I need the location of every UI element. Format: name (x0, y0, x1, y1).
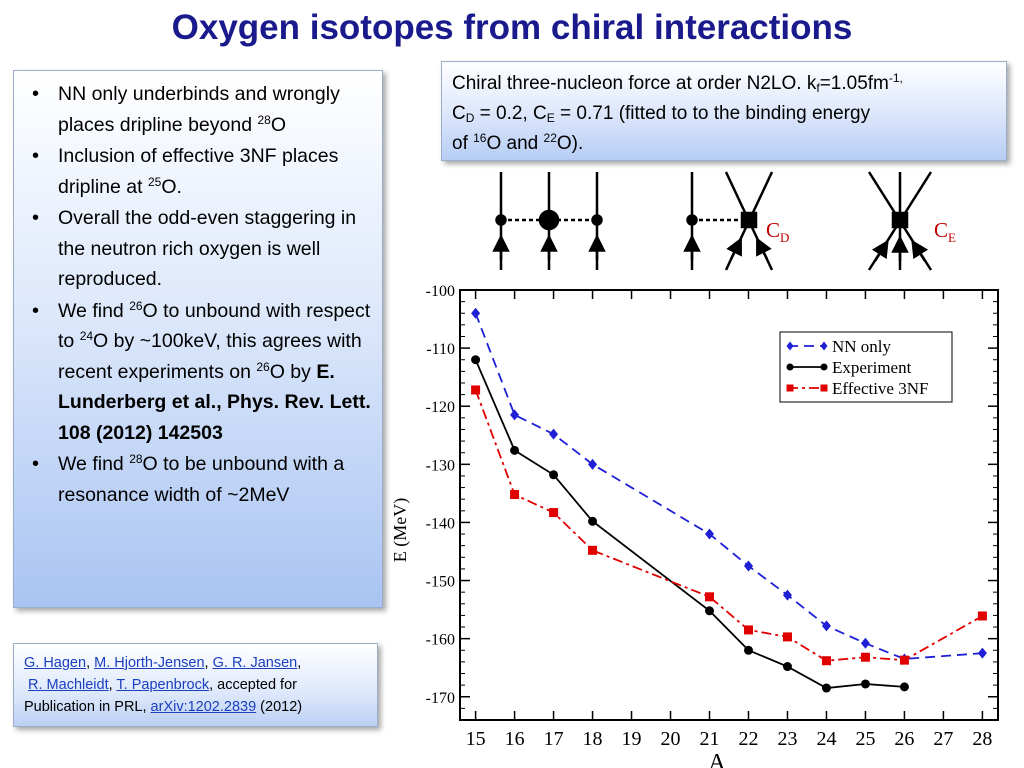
series-line-experiment (474, 359, 905, 689)
x-tick-label: 17 (544, 728, 564, 750)
x-tick-label: 21 (700, 728, 720, 750)
data-point-experiment (588, 516, 598, 526)
y-tick-label: -110 (426, 341, 455, 358)
data-point-nn-only (705, 528, 715, 540)
y-tick-label: -150 (426, 574, 455, 591)
legend-marker-nn-only (786, 341, 794, 351)
data-point-nn-only (743, 560, 753, 572)
data-point-experiment (899, 682, 909, 692)
data-point-effective-3nf (860, 652, 870, 662)
author-link-hagen[interactable]: G. Hagen (24, 655, 87, 671)
data-point-nn-only (471, 307, 481, 319)
x-tick-label: 24 (816, 728, 836, 750)
legend-marker-experiment (820, 363, 828, 371)
y-tick-label: -130 (426, 457, 455, 474)
diagram-ce (867, 171, 933, 271)
bullet-o26-unbound: We find 26O to unbound with respect to 2… (32, 296, 372, 449)
data-point-experiment (510, 445, 520, 455)
data-point-nn-only (821, 620, 831, 632)
data-point-effective-3nf (471, 385, 481, 395)
data-point-nn-only (588, 458, 598, 470)
data-point-effective-3nf (782, 632, 792, 642)
x-tick-label: 16 (505, 728, 525, 750)
x-tick-label: 18 (583, 728, 603, 750)
diagram-two-pion-exchange (492, 172, 606, 270)
data-point-effective-3nf (977, 611, 987, 621)
diagram-cd (683, 171, 774, 271)
data-point-experiment (821, 683, 831, 693)
y-tick-label: -100 (426, 283, 455, 300)
data-point-experiment (471, 355, 481, 365)
data-point-effective-3nf (743, 625, 753, 635)
page-title: Oxygen isotopes from chiral interactions (171, 8, 853, 47)
x-tick-label: 15 (466, 728, 486, 750)
legend-marker-effective-3nf (786, 384, 794, 392)
summary-bullets: NN only underbinds and wrongly places dr… (13, 70, 383, 608)
x-tick-label: 23 (777, 728, 797, 750)
y-tick-label: -140 (426, 515, 455, 532)
legend-label-nn-only: NN only (832, 337, 892, 356)
data-point-nn-only (510, 409, 520, 421)
legend-marker-effective-3nf (820, 384, 828, 392)
data-point-effective-3nf (549, 508, 559, 518)
data-point-nn-only (782, 589, 792, 601)
data-point-experiment (743, 645, 753, 655)
arxiv-link[interactable]: arXiv:1202.2839 (150, 699, 257, 715)
data-point-effective-3nf (705, 592, 715, 602)
x-tick-label: 19 (622, 728, 642, 750)
x-axis-label: A (708, 750, 726, 768)
author-link-machleidt[interactable]: R. Machleidt (28, 677, 109, 693)
x-tick-label: 28 (972, 728, 992, 750)
x-tick-label: 27 (933, 728, 953, 750)
bullet-list: NN only underbinds and wrongly places dr… (24, 79, 372, 510)
data-point-effective-3nf (899, 655, 909, 665)
x-tick-label: 26 (894, 728, 914, 750)
data-point-nn-only (549, 428, 559, 440)
reference-box: G. Hagen, M. Hjorth-Jensen, G. R. Jansen… (13, 643, 378, 727)
ce-label: CE (934, 218, 956, 246)
x-tick-label: 25 (855, 728, 875, 750)
data-point-experiment (860, 679, 870, 689)
data-point-effective-3nf (821, 656, 831, 666)
y-tick-label: -170 (426, 690, 455, 707)
series-line-effective-3nf (474, 389, 983, 662)
data-point-nn-only (977, 647, 987, 659)
data-point-experiment (705, 606, 715, 616)
legend-marker-nn-only (820, 341, 828, 351)
data-point-experiment (549, 470, 559, 480)
three-nucleon-force-info: Chiral three-nucleon force at order N2LO… (441, 61, 1007, 161)
data-point-experiment (782, 662, 792, 672)
bullet-odd-even: Overall the odd-even staggering in the n… (32, 203, 372, 295)
y-axis-label: E (MeV) (390, 498, 411, 562)
author-link-jansen[interactable]: G. R. Jansen (212, 655, 298, 671)
bullet-o28-unbound: We find 28O to be unbound with a resonan… (32, 449, 372, 510)
data-point-effective-3nf (510, 490, 520, 500)
legend-label-effective-3nf: Effective 3NF (832, 379, 928, 398)
plot-frame (459, 289, 999, 721)
x-tick-label: 20 (661, 728, 681, 750)
data-point-nn-only (860, 637, 870, 649)
bullet-effective-3nf: Inclusion of effective 3NF places dripli… (32, 141, 372, 202)
author-link-papenbrock[interactable]: T. Papenbrock (116, 677, 210, 693)
cd-label: CD (766, 218, 790, 246)
x-tick-label: 22 (738, 728, 758, 750)
bullet-nn-only: NN only underbinds and wrongly places dr… (32, 79, 372, 140)
author-link-hjorth-jensen[interactable]: M. Hjorth-Jensen (94, 655, 205, 671)
y-tick-label: -120 (426, 399, 455, 416)
y-tick-label: -160 (426, 632, 455, 649)
legend-label-experiment: Experiment (832, 358, 912, 377)
legend-marker-experiment (786, 363, 794, 371)
binding-energy-chart: 15 16 17 18 19 20 21 22 23 24 25 26 27 28 -100 -110 -120… (390, 283, 999, 768)
data-point-effective-3nf (588, 545, 598, 555)
feynman-diagrams (492, 171, 933, 271)
